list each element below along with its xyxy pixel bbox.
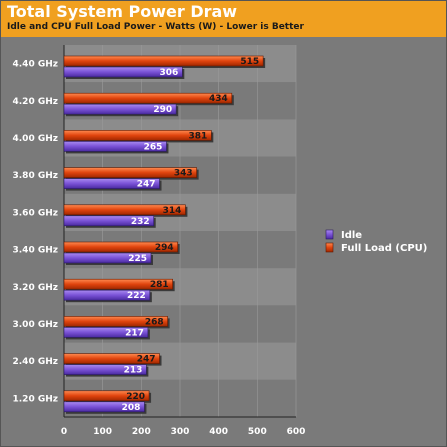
bar-idle (63, 364, 147, 375)
bar-full-load (63, 204, 186, 216)
category-label: 3.60 GHz (13, 208, 59, 218)
x-tick-label: 100 (93, 427, 112, 437)
category-label: 3.20 GHz (13, 283, 59, 293)
x-tick-label: 0 (61, 427, 67, 437)
bars (63, 55, 266, 414)
value-label-full-load: 294 (155, 243, 174, 253)
chart-title: Total System Power Draw (7, 2, 238, 21)
legend-label-idle: Idle (341, 230, 362, 241)
bar-full-load (63, 353, 160, 364)
bar-idle (63, 103, 177, 115)
bar-idle (63, 141, 167, 152)
value-label-idle: 213 (124, 366, 143, 376)
x-axis-ticks: 0 100 200 300 400 500 600 (61, 427, 306, 437)
bar-idle (63, 178, 160, 189)
value-label-idle: 247 (137, 180, 156, 190)
bar-idle (63, 66, 183, 78)
category-label: 1.20 GHz (13, 394, 59, 404)
category-label: 4.00 GHz (13, 134, 59, 144)
bar-full-load (63, 316, 168, 327)
value-label-idle: 265 (144, 142, 163, 152)
value-label-full-load: 247 (137, 355, 156, 365)
value-label-full-load: 314 (163, 206, 182, 216)
value-label-idle: 232 (131, 217, 150, 227)
value-label-full-load: 515 (240, 57, 259, 67)
value-label-idle: 222 (127, 291, 146, 301)
value-label-idle: 306 (160, 68, 179, 78)
bar-idle (63, 401, 145, 413)
category-label: 4.40 GHz (13, 60, 59, 70)
category-label: 3.40 GHz (13, 246, 59, 256)
bar-full-load (63, 130, 212, 141)
legend-label-full-load: Full Load (CPU) (341, 243, 427, 254)
value-label-full-load: 281 (150, 280, 169, 290)
chart-subtitle: Idle and CPU Full Load Power - Watts (W)… (7, 22, 304, 32)
bar-full-load (63, 241, 178, 253)
value-label-idle: 208 (122, 403, 141, 413)
value-label-full-load: 381 (189, 131, 208, 141)
value-label-idle: 290 (153, 105, 172, 115)
bar-full-load (63, 167, 197, 178)
bar-idle (63, 289, 151, 301)
bar-full-load (63, 55, 264, 67)
bar-idle (63, 327, 149, 338)
category-label: 3.80 GHz (13, 171, 59, 181)
value-label-idle: 225 (128, 254, 147, 264)
value-label-full-load: 343 (174, 169, 193, 179)
value-labels: 515 306 434 290 381 265 343 247 314 232 294 225 281 2… (122, 57, 260, 413)
value-label-full-load: 220 (126, 392, 145, 402)
value-label-idle: 217 (125, 328, 144, 338)
value-label-full-load: 268 (145, 317, 164, 327)
bar-idle (63, 215, 155, 227)
legend-swatch-load (325, 242, 334, 253)
legend: Idle Full Load (CPU) (325, 229, 427, 254)
category-label: 3.00 GHz (13, 320, 59, 330)
bar-idle (63, 252, 152, 264)
x-tick-label: 200 (132, 427, 151, 437)
chart-header: Total System Power Draw Idle and CPU Ful… (1, 1, 446, 37)
x-tick-label: 300 (171, 427, 190, 437)
bar-full-load (63, 92, 233, 104)
category-label: 4.20 GHz (13, 97, 59, 107)
x-tick-label: 500 (248, 427, 267, 437)
x-tick-label: 600 (287, 427, 306, 437)
bar-full-load (63, 278, 173, 290)
value-label-full-load: 434 (209, 94, 228, 104)
category-labels: 4.40 GHz 4.20 GHz 4.00 GHz 3.80 GHz 3.60 GHz… (13, 60, 59, 405)
x-tick-label: 400 (209, 427, 228, 437)
bar-full-load (63, 390, 150, 402)
category-label: 2.40 GHz (13, 357, 59, 367)
legend-swatch-idle (325, 229, 334, 240)
